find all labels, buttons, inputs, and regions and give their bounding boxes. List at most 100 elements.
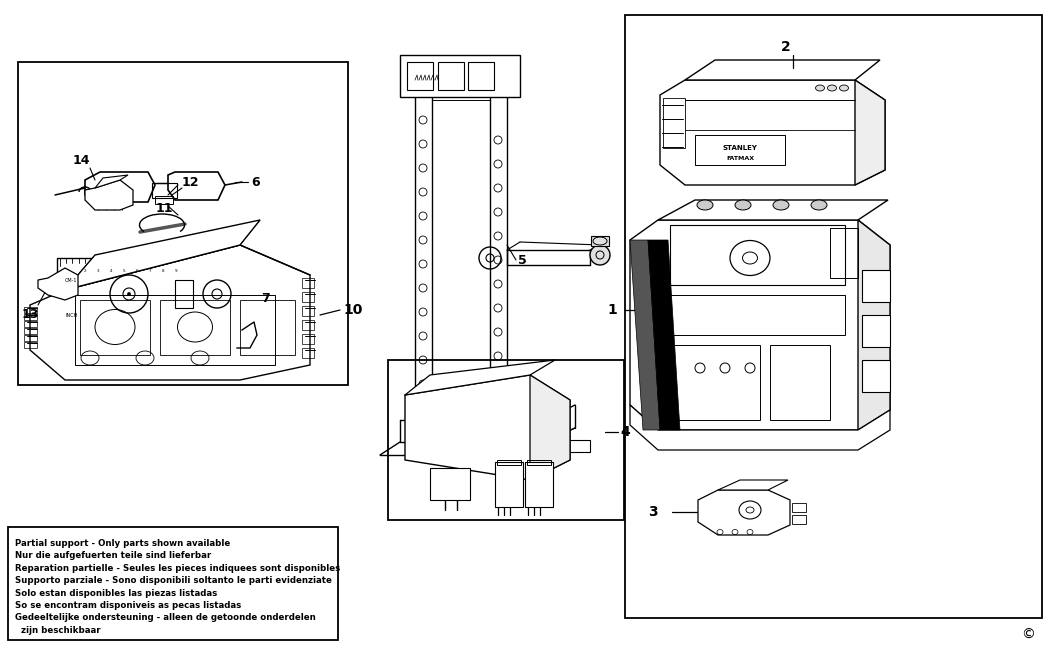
Text: Nur die aufgefuerten teile sind lieferbar: Nur die aufgefuerten teile sind lieferba… [15, 552, 211, 560]
Polygon shape [660, 80, 885, 185]
Bar [525, 462, 553, 507]
Bar [75, 295, 275, 365]
Bar [495, 462, 523, 507]
Polygon shape [630, 405, 890, 450]
Bar [302, 348, 314, 358]
Text: 7: 7 [149, 269, 151, 273]
Text: 3: 3 [649, 505, 658, 519]
Bar [24, 335, 37, 341]
Bar [24, 321, 37, 327]
Bar [695, 135, 785, 165]
Text: 9: 9 [174, 269, 177, 273]
Text: 13: 13 [21, 308, 39, 321]
Polygon shape [38, 268, 78, 300]
Text: 5: 5 [123, 269, 125, 273]
Bar [24, 342, 37, 348]
Bar [438, 62, 464, 90]
Polygon shape [648, 240, 680, 430]
Bar [550, 440, 590, 452]
Text: CM-1: CM-1 [65, 278, 78, 283]
Polygon shape [718, 480, 788, 490]
Bar [770, 345, 830, 420]
Polygon shape [855, 80, 885, 185]
Bar [18, 62, 348, 385]
Text: STANLEY: STANLEY [722, 145, 757, 151]
Bar [591, 236, 609, 246]
Text: Solo estan disponibles las piezas listadas: Solo estan disponibles las piezas listad… [15, 589, 217, 598]
Polygon shape [685, 60, 880, 80]
Bar [862, 315, 890, 347]
Bar [24, 328, 37, 334]
Bar [527, 460, 551, 465]
Bar [400, 55, 520, 97]
Polygon shape [405, 375, 570, 480]
Text: 8: 8 [162, 269, 164, 273]
Text: 6: 6 [135, 269, 139, 273]
Text: 6: 6 [251, 175, 259, 188]
Polygon shape [85, 180, 133, 210]
Text: 11: 11 [156, 201, 173, 215]
Text: 5: 5 [518, 254, 527, 267]
Bar [862, 270, 890, 302]
Ellipse shape [827, 85, 837, 91]
Text: Reparation partielle - Seules les pieces indiquees sont disponibles: Reparation partielle - Seules les pieces… [15, 564, 340, 573]
Ellipse shape [127, 293, 130, 295]
Bar [302, 334, 314, 344]
Bar [302, 278, 314, 288]
Bar [792, 503, 806, 512]
Polygon shape [658, 200, 888, 220]
Text: 3: 3 [97, 269, 100, 273]
Ellipse shape [811, 200, 827, 210]
Bar [830, 228, 858, 278]
Polygon shape [530, 375, 570, 480]
Polygon shape [630, 220, 890, 430]
Polygon shape [30, 245, 310, 380]
Bar [663, 98, 685, 148]
Bar [468, 62, 494, 90]
Polygon shape [630, 240, 660, 430]
Bar [175, 280, 193, 308]
Text: So se encontram disponiveis as pecas listadas: So se encontram disponiveis as pecas lis… [15, 601, 242, 610]
Bar [8, 527, 338, 640]
Text: 4: 4 [110, 269, 112, 273]
Bar [240, 300, 295, 355]
Text: INCH: INCH [65, 313, 78, 318]
Text: Supporto parziale - Sono disponibili soltanto le parti evidenziate: Supporto parziale - Sono disponibili sol… [15, 576, 332, 585]
Bar [57, 258, 242, 330]
Bar [302, 292, 314, 302]
Ellipse shape [773, 200, 789, 210]
Text: 12: 12 [182, 177, 200, 190]
Text: 2: 2 [781, 40, 791, 54]
Ellipse shape [590, 245, 610, 265]
Bar [670, 345, 760, 420]
Bar [670, 225, 845, 285]
Bar [80, 300, 150, 355]
Text: Gedeeltelijke ondersteuning - alleen de getoonde onderdelen: Gedeeltelijke ondersteuning - alleen de … [15, 613, 316, 622]
Text: 7: 7 [261, 291, 270, 304]
Text: ©: © [1021, 628, 1035, 642]
Bar [430, 468, 470, 500]
Bar [152, 183, 177, 198]
Text: 4: 4 [620, 425, 630, 439]
Text: 2: 2 [84, 269, 86, 273]
Bar [497, 460, 521, 465]
Text: 10: 10 [343, 303, 362, 317]
Ellipse shape [735, 200, 751, 210]
Bar [302, 320, 314, 330]
Polygon shape [65, 220, 260, 290]
Bar [302, 306, 314, 316]
Text: 1: 1 [607, 303, 617, 317]
Polygon shape [698, 490, 790, 535]
Bar [160, 300, 230, 355]
Bar [407, 62, 433, 90]
Text: Partial support - Only parts shown available: Partial support - Only parts shown avail… [15, 539, 230, 548]
Bar [670, 295, 845, 335]
Bar [625, 15, 1042, 618]
Bar [792, 515, 806, 524]
Polygon shape [858, 220, 890, 430]
Bar [24, 314, 37, 320]
Text: zijn beschikbaar: zijn beschikbaar [15, 626, 101, 635]
Bar [862, 360, 890, 392]
Ellipse shape [697, 200, 713, 210]
Bar [155, 196, 173, 204]
